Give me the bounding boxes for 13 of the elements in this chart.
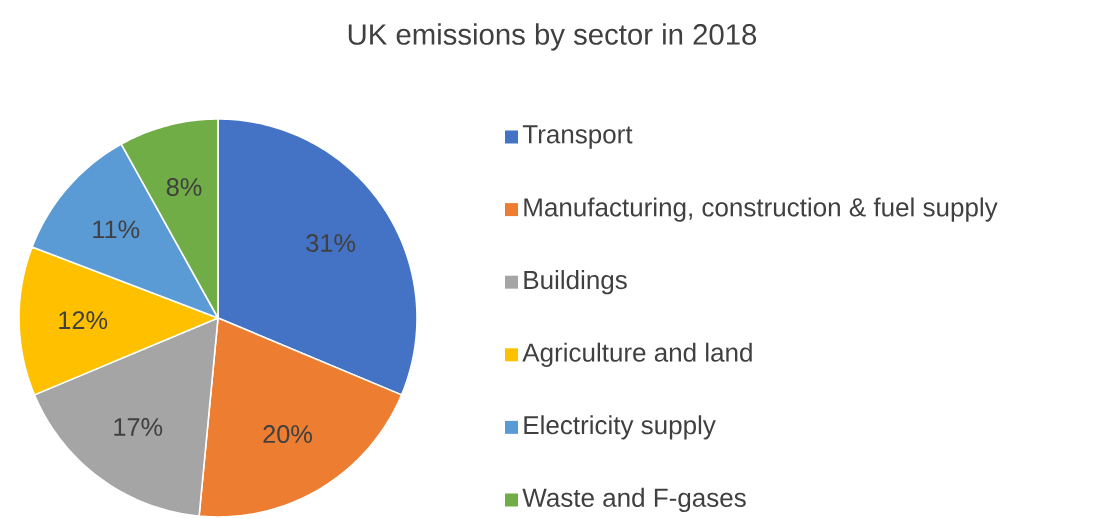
legend-label: Electricity supply	[524, 415, 716, 440]
chart-title: UK emissions by sector in 2018	[348, 23, 757, 51]
data-label: 11%	[93, 220, 140, 239]
legend-label: Buildings	[524, 270, 627, 295]
legend-label: Transport	[522, 125, 633, 149]
legend-label: Agriculture and land	[522, 342, 752, 368]
data-label: 31%	[306, 234, 356, 253]
data-label: 12%	[59, 311, 108, 330]
legend-label: Waste and F-gases	[522, 487, 746, 513]
data-label: 8%	[166, 178, 202, 197]
legend-label: Manufacturing, construction & fuel supply	[524, 197, 998, 222]
data-label: 20%	[263, 425, 312, 444]
data-label: 17%	[114, 418, 163, 436]
